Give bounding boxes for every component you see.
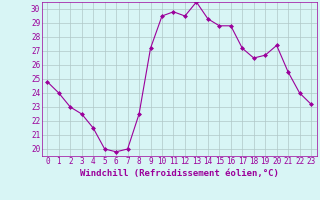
X-axis label: Windchill (Refroidissement éolien,°C): Windchill (Refroidissement éolien,°C) (80, 169, 279, 178)
